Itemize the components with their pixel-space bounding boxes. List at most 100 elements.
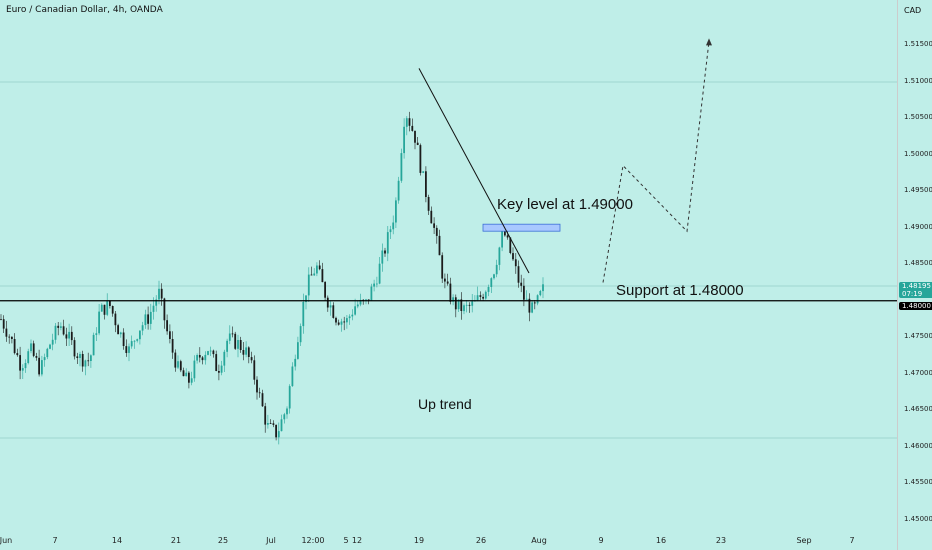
candle-body bbox=[30, 343, 32, 352]
time-tick: 7 bbox=[849, 536, 855, 545]
candle-body bbox=[484, 291, 487, 299]
time-tick: 9 bbox=[598, 536, 604, 545]
candle-body bbox=[487, 287, 490, 292]
candle-body bbox=[54, 325, 57, 340]
candle-body bbox=[275, 424, 277, 438]
price-tick: 1.49500 bbox=[904, 186, 932, 195]
candle-body bbox=[277, 431, 280, 438]
candle-body bbox=[152, 305, 155, 312]
candle-body bbox=[103, 304, 106, 315]
candle-body bbox=[8, 336, 11, 338]
candle-body bbox=[305, 295, 307, 303]
candle-body bbox=[343, 321, 346, 323]
candle-body bbox=[433, 223, 435, 228]
candle-body bbox=[332, 305, 335, 318]
candle-body bbox=[158, 288, 160, 300]
candle-body bbox=[256, 379, 258, 393]
candle-body bbox=[215, 354, 218, 371]
projection-path[interactable] bbox=[602, 41, 710, 283]
price-tick: 1.45000 bbox=[904, 515, 932, 523]
candle-body bbox=[193, 360, 196, 379]
candle-body bbox=[465, 304, 468, 306]
key-level-box[interactable] bbox=[482, 223, 561, 232]
candle-body bbox=[166, 320, 168, 332]
candle-body bbox=[11, 336, 13, 339]
candle-body bbox=[21, 368, 24, 371]
candle-body bbox=[228, 333, 231, 341]
candle-body bbox=[179, 361, 182, 371]
candle-body bbox=[389, 229, 392, 233]
candle-body bbox=[24, 363, 27, 369]
candle-body bbox=[321, 269, 324, 283]
candle-body bbox=[405, 118, 408, 127]
time-tick: 23 bbox=[715, 536, 727, 545]
candle-body bbox=[528, 298, 531, 313]
candle-body bbox=[542, 284, 544, 292]
candle-body bbox=[149, 311, 152, 324]
candle-body bbox=[141, 325, 144, 331]
candle-body bbox=[376, 283, 378, 285]
candle-body bbox=[19, 355, 21, 371]
support-label[interactable]: Support at 1.48000 bbox=[616, 282, 744, 299]
candle-body bbox=[326, 297, 329, 308]
price-tick: 1.51000 bbox=[904, 76, 932, 85]
time-tick: 12 bbox=[351, 536, 363, 545]
candle-body bbox=[354, 306, 356, 315]
candle-body bbox=[340, 321, 343, 325]
candle-body bbox=[531, 302, 533, 313]
candle-body bbox=[27, 351, 30, 363]
candle-body bbox=[261, 393, 264, 407]
candle-body bbox=[313, 273, 316, 276]
candle-body bbox=[239, 340, 242, 350]
candle-body bbox=[242, 350, 245, 355]
downtrend-line[interactable] bbox=[418, 68, 530, 274]
candle-body bbox=[144, 314, 147, 326]
candle-body bbox=[392, 222, 395, 230]
candle-body bbox=[84, 360, 87, 367]
candle-body bbox=[335, 317, 337, 323]
candle-body bbox=[81, 354, 84, 367]
candle-body bbox=[482, 296, 484, 299]
candle-body bbox=[62, 326, 65, 335]
candle-body bbox=[114, 313, 117, 326]
candle-body bbox=[122, 332, 125, 346]
up-trend-label[interactable]: Up trend bbox=[418, 396, 472, 412]
candle-body bbox=[533, 302, 536, 304]
candle-body bbox=[125, 346, 128, 353]
candle-body bbox=[463, 305, 465, 312]
candle-body bbox=[493, 274, 495, 279]
candle-body bbox=[288, 386, 291, 409]
candle-body bbox=[111, 306, 114, 314]
candle-body bbox=[449, 283, 452, 302]
candle-body bbox=[13, 339, 16, 354]
candle-body bbox=[92, 334, 95, 356]
candle-body bbox=[68, 331, 70, 339]
candle-body bbox=[523, 285, 525, 300]
candle-body bbox=[501, 231, 503, 248]
candle-body bbox=[269, 423, 272, 424]
price-tick: 1.46500 bbox=[904, 405, 932, 414]
candle-body bbox=[386, 232, 389, 254]
projection-arrowhead bbox=[706, 38, 712, 46]
candle-body bbox=[384, 250, 386, 254]
candle-body bbox=[185, 372, 188, 377]
candle-body bbox=[297, 342, 299, 359]
candle-body bbox=[147, 314, 149, 324]
candle-body bbox=[408, 118, 411, 126]
time-tick: Jun bbox=[0, 536, 13, 545]
price-axis[interactable] bbox=[897, 0, 932, 550]
key-level-label[interactable]: Key level at 1.49000 bbox=[497, 196, 633, 213]
candle-body bbox=[196, 355, 198, 361]
time-tick: 12:00 bbox=[301, 536, 325, 545]
candle-body bbox=[329, 305, 332, 308]
price-tick: 1.46000 bbox=[904, 441, 932, 450]
candlestick-series bbox=[0, 111, 544, 445]
candle-body bbox=[517, 266, 520, 283]
candle-body bbox=[73, 340, 76, 357]
candle-body bbox=[136, 339, 139, 341]
time-tick: 5 bbox=[343, 536, 349, 545]
candle-body bbox=[395, 200, 397, 223]
candle-body bbox=[190, 378, 193, 383]
candle-body bbox=[272, 423, 275, 425]
